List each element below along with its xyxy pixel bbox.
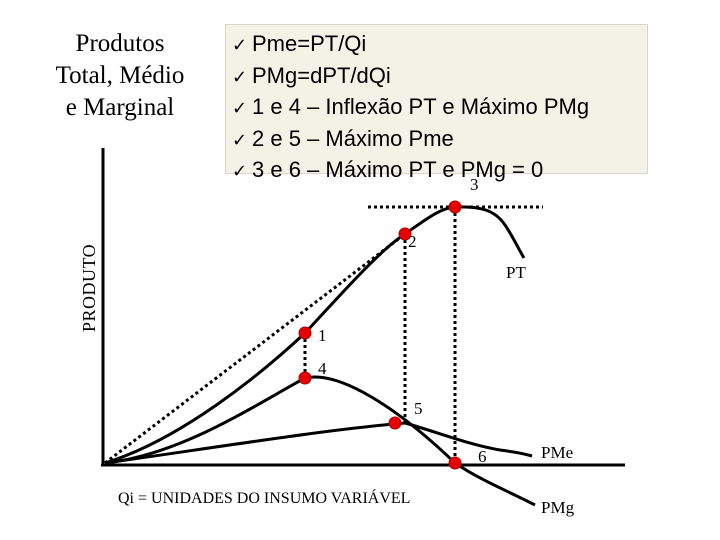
pmg-curve-label: PMg: [541, 498, 575, 517]
checkmark-icon: ✓: [232, 66, 248, 88]
note-line: ✓ 2 e 5 – Máximo Pme: [232, 124, 647, 156]
title-line-2: Total, Médio: [55, 62, 185, 89]
point-6-label: 6: [478, 447, 487, 466]
point-2-marker: [398, 227, 412, 241]
note-text-1-4: 1 e 4 – Inflexão PT e Máximo PMg: [252, 94, 590, 119]
note-line: ✓ PMg=dPT/dQi: [232, 61, 647, 93]
diagram-title: Produtos Total, Médio e Marginal: [30, 28, 210, 124]
note-line: ✓ 1 e 4 – Inflexão PT e Máximo PMg: [232, 92, 647, 124]
note-text-3-6: 3 e 6 – Máximo PT e PMg = 0: [252, 157, 544, 182]
pme-curve-label: PMe: [541, 443, 573, 462]
pmg-curve: [104, 375, 536, 507]
checkmark-icon: ✓: [232, 98, 248, 119]
tangent-ray: [104, 232, 406, 465]
checkmark-icon: ✓: [232, 129, 248, 151]
point-3-marker: [448, 200, 462, 214]
note-line: ✓ Pme=PT/Qi: [232, 29, 647, 61]
pt-curve-label: PT: [506, 263, 526, 282]
x-axis-label: Qi = UNIDADES DO INSUMO VARIÁVEL: [118, 488, 410, 507]
note-line: ✓ 3 e 6 – Máximo PT e PMg = 0: [232, 155, 647, 187]
y-axis-label: PRODUTO: [79, 244, 99, 332]
note-text-pmg: PMg=dPT/dQi: [252, 62, 391, 88]
point-6-marker: [448, 456, 462, 470]
point-1-marker: [298, 326, 312, 340]
title-line-1: Produtos: [75, 30, 165, 57]
title-line-3: e Marginal: [65, 94, 175, 121]
point-3-label: 3: [470, 175, 479, 194]
point-1-label: 1: [318, 326, 327, 345]
checkmark-icon: ✓: [232, 35, 248, 56]
point-4-label: 4: [318, 359, 327, 378]
pme-curve: [104, 421, 533, 465]
point-4-marker: [298, 371, 312, 385]
point-5-label: 5: [414, 399, 423, 418]
checkmark-icon: ✓: [232, 161, 248, 182]
note-text-2-5: 2 e 5 – Máximo Pme: [252, 125, 454, 151]
pt-curve: [104, 205, 526, 465]
note-text-pme: Pme=PT/Qi: [252, 31, 367, 56]
notes-box: ✓ Pme=PT/Qi ✓ PMg=dPT/dQi ✓ 1 e 4 – Inflexã…: [225, 24, 648, 182]
point-2-label: 2: [408, 232, 417, 251]
point-5-marker: [388, 416, 402, 430]
